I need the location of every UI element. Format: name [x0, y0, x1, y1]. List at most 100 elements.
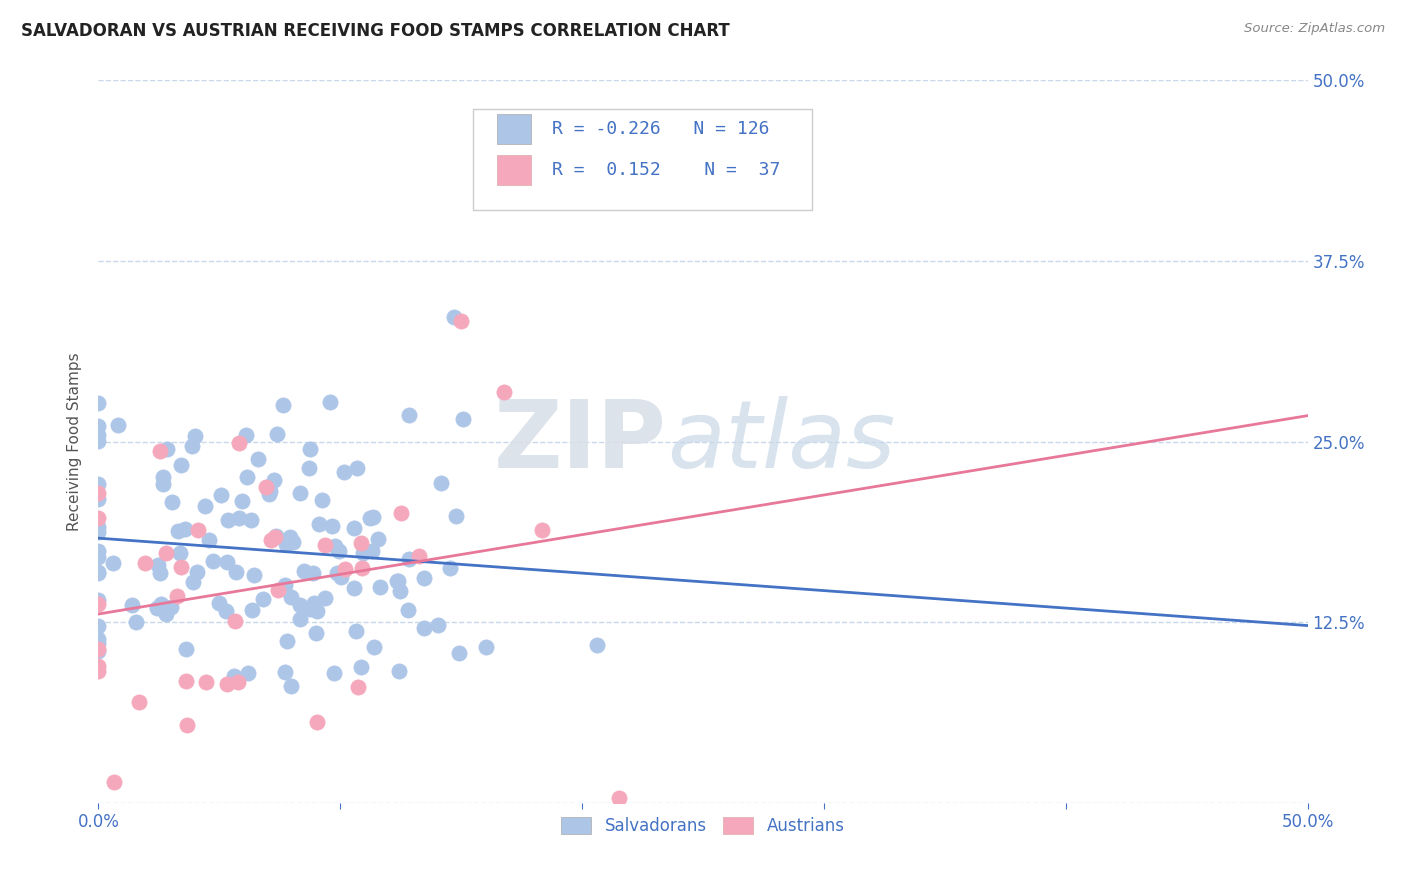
Point	[231, 494, 253, 508]
Point	[87, 520, 110, 534]
Point	[330, 570, 353, 584]
Point	[307, 715, 329, 730]
Point	[444, 508, 467, 523]
Point	[87, 511, 110, 525]
Point	[209, 488, 232, 502]
Point	[453, 411, 475, 425]
Point	[298, 601, 321, 615]
Point	[242, 567, 264, 582]
Point	[87, 485, 110, 500]
Point	[389, 506, 412, 520]
Point	[474, 640, 496, 654]
Point	[156, 442, 179, 457]
Point	[368, 580, 391, 594]
Point	[236, 666, 259, 681]
Point	[586, 638, 609, 652]
Point	[283, 535, 305, 549]
Point	[276, 633, 298, 648]
Point	[408, 549, 430, 563]
Point	[87, 642, 110, 657]
Point	[87, 525, 110, 540]
Point	[361, 544, 384, 558]
Point	[288, 598, 311, 612]
Point	[87, 597, 110, 611]
Point	[492, 385, 515, 400]
Point	[323, 539, 346, 553]
FancyBboxPatch shape	[474, 109, 811, 211]
Point	[398, 552, 420, 566]
Point	[87, 543, 110, 558]
Point	[305, 625, 328, 640]
Point	[257, 487, 280, 501]
Point	[280, 679, 302, 693]
Point	[385, 574, 408, 588]
Point	[87, 636, 110, 650]
Point	[224, 614, 246, 628]
Point	[87, 566, 110, 580]
Point	[152, 470, 174, 484]
Point	[347, 680, 370, 694]
Point	[215, 677, 238, 691]
Point	[298, 461, 321, 475]
Point	[299, 442, 322, 456]
Point	[361, 509, 384, 524]
Point	[274, 578, 297, 592]
Point	[186, 565, 208, 579]
Point	[208, 596, 231, 610]
Point	[166, 524, 188, 538]
Point	[125, 615, 148, 630]
Point	[128, 695, 150, 709]
Point	[609, 790, 631, 805]
Point	[308, 516, 330, 531]
Text: Source: ZipAtlas.com: Source: ZipAtlas.com	[1244, 22, 1385, 36]
Point	[363, 640, 385, 655]
Point	[278, 530, 301, 544]
Text: SALVADORAN VS AUSTRIAN RECEIVING FOOD STAMPS CORRELATION CHART: SALVADORAN VS AUSTRIAN RECEIVING FOOD ST…	[21, 22, 730, 40]
Point	[252, 592, 274, 607]
Point	[398, 409, 420, 423]
Point	[352, 560, 374, 574]
Point	[343, 521, 366, 535]
Point	[333, 561, 356, 575]
Point	[87, 592, 110, 607]
Point	[292, 564, 315, 578]
Point	[271, 398, 294, 412]
Point	[332, 465, 354, 479]
Point	[254, 480, 277, 494]
Point	[240, 603, 263, 617]
Point	[152, 477, 174, 491]
Point	[87, 492, 110, 507]
Point	[225, 565, 247, 579]
Point	[155, 607, 177, 621]
Point	[266, 427, 288, 442]
Text: R =  0.152    N =  37: R = 0.152 N = 37	[551, 161, 780, 179]
Point	[87, 477, 110, 491]
Point	[187, 524, 209, 538]
Point	[260, 533, 283, 548]
Point	[170, 458, 193, 472]
Point	[314, 538, 336, 552]
Point	[215, 604, 238, 618]
Point	[87, 434, 110, 448]
Point	[264, 529, 287, 543]
Point	[290, 486, 312, 500]
Point	[427, 618, 450, 632]
Point	[194, 674, 217, 689]
Point	[101, 556, 124, 570]
Point	[239, 513, 262, 527]
Point	[412, 621, 434, 635]
Point	[181, 575, 204, 590]
Point	[311, 493, 333, 508]
Point	[222, 668, 245, 682]
Point	[274, 665, 297, 680]
Point	[235, 427, 257, 442]
Point	[148, 444, 170, 458]
Point	[264, 530, 287, 544]
Point	[169, 559, 191, 574]
Point	[276, 537, 298, 551]
Point	[146, 558, 169, 573]
Point	[87, 565, 110, 579]
Point	[194, 500, 217, 514]
Point	[439, 560, 461, 574]
Point	[388, 664, 411, 678]
